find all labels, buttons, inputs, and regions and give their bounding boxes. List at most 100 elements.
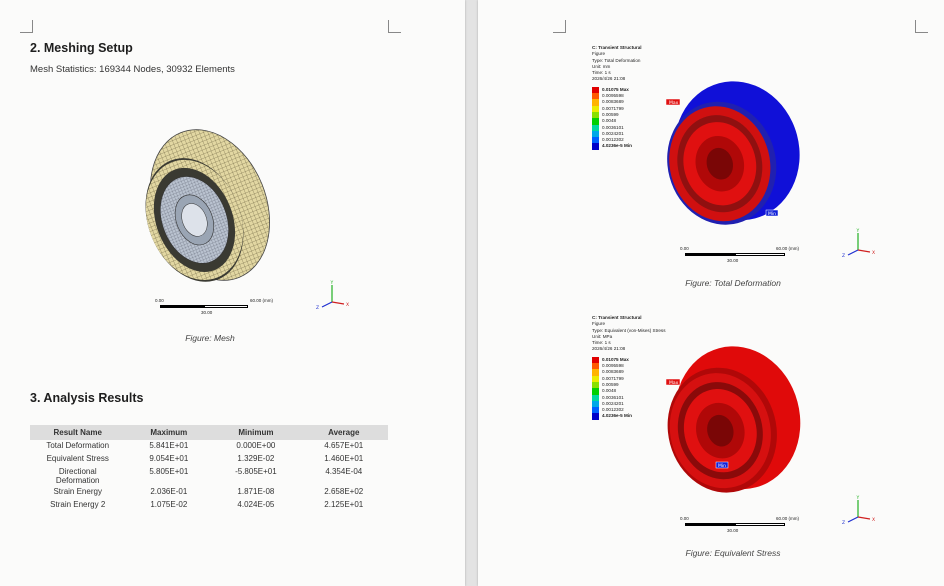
legend-swatch — [592, 124, 599, 131]
axis-triad: Y X Z — [842, 495, 875, 526]
figure-caption-deformation: Figure: Total Deformation — [685, 278, 781, 288]
table-cell: Strain Energy — [53, 487, 102, 496]
document-page-right: C: Transient Structural Figure Type: Tot… — [478, 0, 944, 586]
max-marker: Max — [669, 100, 679, 106]
scale-mid-label: 30.00 — [727, 528, 739, 533]
legend-swatch — [592, 105, 599, 112]
legend-row: 0.00599 — [592, 111, 642, 119]
scale-mid-label: 30.00 — [201, 310, 213, 315]
axis-x-label: X — [346, 302, 349, 308]
scale-mid-label: 30.00 — [727, 258, 739, 263]
scale-right-label: 60.00 (mm) — [776, 246, 800, 251]
section-heading-analysis: 3. Analysis Results — [30, 391, 144, 405]
results-table: Result Name Maximum Minimum Average Tota… — [30, 425, 388, 512]
table-cell: 5.805E+01 — [149, 467, 189, 476]
legend-row: 0.0048 — [592, 118, 642, 125]
axis-triad: Y X Z — [842, 228, 875, 259]
table-cell: Total Deformation — [46, 441, 110, 450]
legend-swatch — [592, 130, 599, 138]
axis-y-label: Y — [856, 495, 860, 501]
min-marker: Min — [718, 463, 726, 469]
table-cell: 4.354E-04 — [325, 467, 363, 476]
table-header-row: Result Name Maximum Minimum Average — [30, 425, 388, 440]
crop-mark — [915, 20, 928, 33]
legend-swatch — [592, 394, 599, 401]
result-legend-stress: C: Transient Structural Figure Type: Equ… — [592, 315, 666, 420]
axis-z-label: Z — [316, 305, 319, 311]
scale-bar-dark — [685, 523, 735, 526]
legend-row: 4.0236e-5 Min — [592, 413, 666, 420]
legend-swatch — [592, 400, 599, 408]
legend-swatch — [592, 407, 599, 414]
page-gap — [465, 0, 478, 586]
legend-row: 0.0095598 — [592, 93, 642, 100]
table-cell: 1.460E+01 — [324, 454, 364, 463]
scale-left-label: 0.00 — [680, 516, 689, 521]
axis-triad: Y X Z — [316, 280, 349, 311]
legend-swatch — [592, 363, 599, 370]
result-legend-deformation: C: Transient Structural Figure Type: Tot… — [592, 45, 642, 150]
legend-swatch — [592, 118, 599, 125]
legend-row: 0.00599 — [592, 381, 666, 389]
table-row: Strain Energy 2 1.075E-02 4.024E-05 2.12… — [30, 499, 388, 512]
crop-mark — [20, 20, 33, 33]
scale-left-label: 0.00 — [155, 298, 164, 303]
mesh-statistics: Mesh Statistics: 169344 Nodes, 30932 Ele… — [30, 64, 235, 75]
legend-line: Type: Equivalent (von-Mises) Stress — [592, 327, 666, 333]
legend-row: 0.0012302 — [592, 407, 666, 414]
legend-row: 0.0071799 — [592, 105, 642, 112]
legend-swatch — [592, 381, 599, 389]
legend-line: Figure — [592, 51, 606, 57]
table-row: Equivalent Stress 9.054E+01 1.329E-02 1.… — [30, 453, 388, 466]
table-row: Total Deformation 5.841E+01 0.000E+00 4.… — [30, 440, 388, 453]
legend-row: 0.0036101 — [592, 124, 642, 131]
table-row: Directional Deformation 5.805E+01 -5.805… — [30, 466, 388, 486]
legend-title: C: Transient Structural — [592, 315, 642, 320]
legend-row: 0.0024201 — [592, 400, 666, 408]
table-cell: 1.871E-08 — [237, 487, 275, 496]
legend-swatch — [592, 375, 599, 382]
axis-z-label: Z — [842, 253, 845, 259]
mesh-figure — [145, 129, 270, 282]
legend-line: Unit: mm — [592, 63, 611, 69]
legend-line: 2026/4/26 21:08 — [592, 346, 626, 352]
scale-bar-light — [735, 253, 785, 256]
table-cell: Directional Deformation — [55, 467, 100, 485]
legend-row: 0.0083689 — [592, 369, 666, 376]
legend-swatch — [592, 369, 599, 376]
legend-row: 4.0236e-5 Min — [592, 143, 642, 150]
legend-row: 0.0083689 — [592, 99, 642, 106]
scale-bar-light — [735, 523, 785, 526]
legend-header: C: Transient Structural Figure Type: Tot… — [592, 45, 642, 83]
scale-bar-dark — [160, 305, 204, 308]
legend-row: 0.0095598 — [592, 363, 666, 370]
column-header: Result Name — [30, 425, 126, 440]
legend-swatch — [592, 137, 599, 144]
legend-line: Figure — [592, 321, 606, 327]
legend-swatch — [592, 413, 599, 420]
scale-bar-light — [204, 305, 248, 308]
column-header: Average — [299, 425, 388, 440]
table-cell: 9.054E+01 — [149, 454, 189, 463]
column-header: Maximum — [125, 425, 213, 440]
legend-line: Time: 1 s — [592, 70, 611, 76]
column-header: Minimum — [212, 425, 300, 440]
min-marker: Min — [768, 211, 776, 217]
legend-line: Time: 1 s — [592, 340, 611, 346]
table-cell: 2.658E+02 — [324, 487, 364, 496]
scale-left-label: 0.00 — [680, 246, 689, 251]
legend-row: 0.01075 Max — [592, 356, 666, 364]
deformation-contour-figure: Max Min — [665, 81, 800, 225]
scale-bar-dark — [685, 253, 735, 256]
table-cell: 2.125E+01 — [324, 500, 364, 509]
axis-x-label: X — [872, 517, 875, 523]
figure-caption-mesh: Figure: Mesh — [185, 333, 235, 343]
legend-swatch — [592, 99, 599, 106]
table-cell: Strain Energy 2 — [50, 500, 106, 509]
table-cell: 4.657E+01 — [324, 441, 364, 450]
legend-swatch — [592, 143, 599, 150]
scale-right-label: 60.00 (mm) — [250, 298, 274, 303]
legend-swatch — [592, 388, 599, 395]
axis-y-label: Y — [330, 280, 334, 286]
legend-line: 2026/4/26 21:08 — [592, 76, 626, 82]
